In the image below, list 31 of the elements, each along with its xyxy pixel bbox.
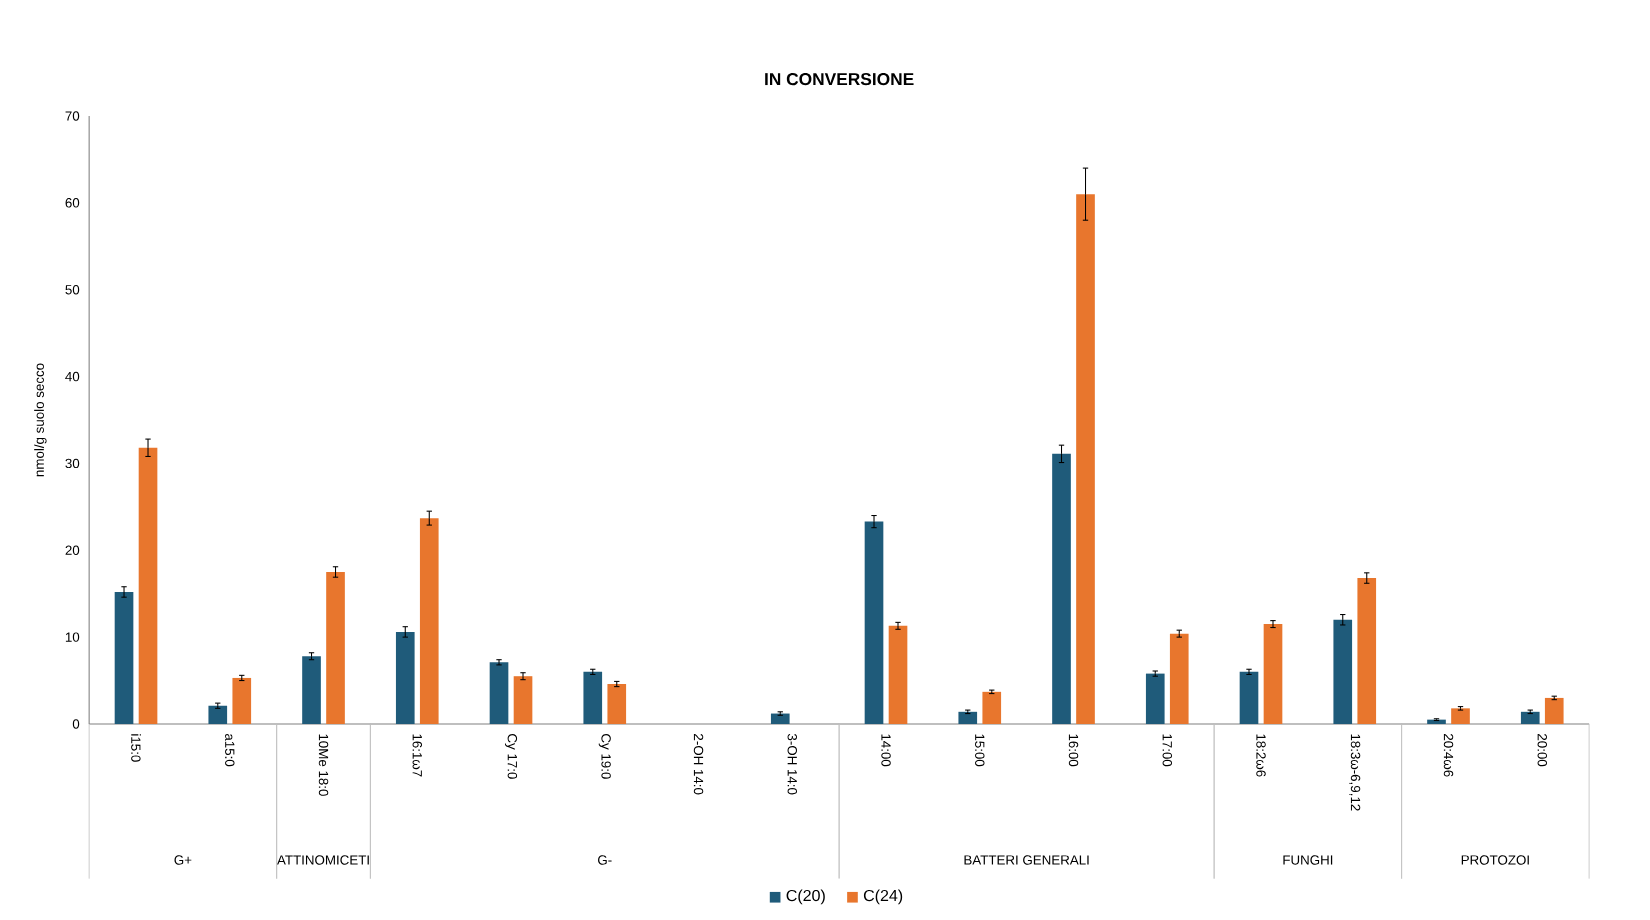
legend-label: C(20): [786, 889, 825, 905]
bar: [302, 656, 321, 724]
bar: [1333, 619, 1353, 724]
bar: [1239, 671, 1259, 724]
chart-title: IN CONVERSIONE: [765, 72, 914, 86]
bar: [1263, 624, 1283, 724]
bar: [958, 711, 978, 724]
bar: [1451, 708, 1470, 724]
bar: [419, 518, 439, 724]
bar: [1052, 453, 1071, 724]
bar: [114, 591, 134, 724]
bar: [138, 447, 158, 724]
bar: [232, 677, 252, 724]
bar: [888, 625, 908, 724]
legend-label: C(24): [863, 889, 903, 905]
bar: [1076, 194, 1095, 724]
bar: [395, 631, 415, 724]
bar: [1145, 673, 1165, 724]
bar: [326, 571, 345, 724]
bar: [864, 521, 884, 724]
bar: [1520, 711, 1540, 724]
bar: [607, 684, 627, 724]
bar: [583, 671, 603, 724]
bar: [770, 713, 790, 724]
bar: [208, 705, 228, 724]
bar: [982, 691, 1002, 724]
bar: [1357, 578, 1377, 724]
bar: [1169, 633, 1189, 724]
bar: [513, 676, 533, 724]
bar: [489, 662, 509, 724]
bar: [1544, 697, 1564, 724]
